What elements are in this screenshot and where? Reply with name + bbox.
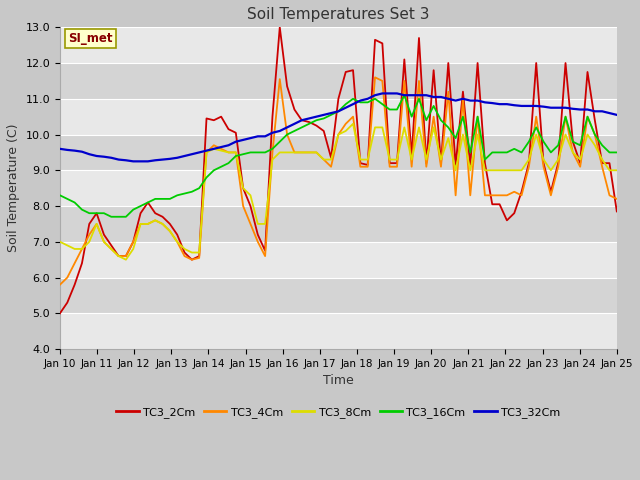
TC3_32Cm bbox=[254, 133, 262, 139]
TC3_4Cm bbox=[364, 164, 372, 169]
TC3_8Cm bbox=[349, 121, 357, 127]
Bar bbox=[60, 63, 617, 99]
TC3_2Cm bbox=[613, 208, 621, 214]
TC3_8Cm bbox=[173, 239, 181, 245]
TC3_16Cm bbox=[56, 192, 64, 198]
TC3_4Cm bbox=[284, 132, 291, 137]
Bar bbox=[60, 99, 617, 134]
TC3_8Cm bbox=[56, 239, 64, 245]
Bar bbox=[60, 313, 617, 349]
Line: TC3_16Cm: TC3_16Cm bbox=[60, 95, 617, 217]
TC3_8Cm bbox=[305, 150, 313, 156]
Bar bbox=[60, 134, 617, 170]
Line: TC3_4Cm: TC3_4Cm bbox=[60, 77, 617, 285]
TC3_2Cm bbox=[276, 24, 284, 30]
Title: Soil Temperatures Set 3: Soil Temperatures Set 3 bbox=[247, 7, 429, 22]
TC3_4Cm bbox=[56, 282, 64, 288]
Legend: TC3_2Cm, TC3_4Cm, TC3_8Cm, TC3_16Cm, TC3_32Cm: TC3_2Cm, TC3_4Cm, TC3_8Cm, TC3_16Cm, TC3… bbox=[112, 403, 565, 423]
TC3_16Cm bbox=[371, 96, 379, 102]
TC3_2Cm bbox=[305, 119, 313, 125]
Text: SI_met: SI_met bbox=[68, 32, 113, 45]
TC3_32Cm bbox=[613, 112, 621, 118]
TC3_16Cm bbox=[401, 92, 408, 98]
TC3_32Cm bbox=[378, 91, 386, 96]
TC3_32Cm bbox=[129, 158, 137, 164]
TC3_4Cm bbox=[613, 196, 621, 202]
TC3_4Cm bbox=[371, 74, 379, 80]
TC3_8Cm bbox=[613, 168, 621, 173]
TC3_32Cm bbox=[246, 135, 254, 141]
TC3_32Cm bbox=[56, 146, 64, 152]
Bar bbox=[60, 170, 617, 206]
TC3_4Cm bbox=[246, 221, 254, 227]
TC3_2Cm bbox=[166, 221, 173, 227]
TC3_16Cm bbox=[305, 121, 313, 127]
TC3_16Cm bbox=[173, 192, 181, 198]
Bar bbox=[60, 27, 617, 63]
TC3_2Cm bbox=[239, 185, 247, 191]
TC3_16Cm bbox=[108, 214, 115, 220]
X-axis label: Time: Time bbox=[323, 374, 354, 387]
TC3_8Cm bbox=[246, 192, 254, 198]
Line: TC3_32Cm: TC3_32Cm bbox=[60, 94, 617, 161]
TC3_4Cm bbox=[166, 228, 173, 234]
TC3_2Cm bbox=[246, 203, 254, 209]
TC3_16Cm bbox=[613, 150, 621, 156]
TC3_16Cm bbox=[291, 128, 298, 134]
Bar bbox=[60, 277, 617, 313]
TC3_2Cm bbox=[371, 37, 379, 43]
TC3_8Cm bbox=[122, 257, 130, 263]
Bar bbox=[60, 206, 617, 242]
TC3_2Cm bbox=[56, 311, 64, 316]
Bar bbox=[60, 242, 617, 277]
TC3_2Cm bbox=[291, 107, 298, 112]
Line: TC3_2Cm: TC3_2Cm bbox=[60, 27, 617, 313]
TC3_8Cm bbox=[378, 124, 386, 130]
Y-axis label: Soil Temperature (C): Soil Temperature (C) bbox=[7, 124, 20, 252]
TC3_16Cm bbox=[254, 150, 262, 156]
Line: TC3_8Cm: TC3_8Cm bbox=[60, 124, 617, 260]
TC3_4Cm bbox=[298, 150, 305, 156]
TC3_8Cm bbox=[254, 221, 262, 227]
TC3_4Cm bbox=[239, 203, 247, 209]
TC3_32Cm bbox=[291, 121, 298, 127]
TC3_32Cm bbox=[371, 92, 379, 98]
TC3_32Cm bbox=[173, 155, 181, 161]
TC3_16Cm bbox=[246, 150, 254, 156]
TC3_8Cm bbox=[291, 150, 298, 156]
TC3_32Cm bbox=[305, 116, 313, 121]
